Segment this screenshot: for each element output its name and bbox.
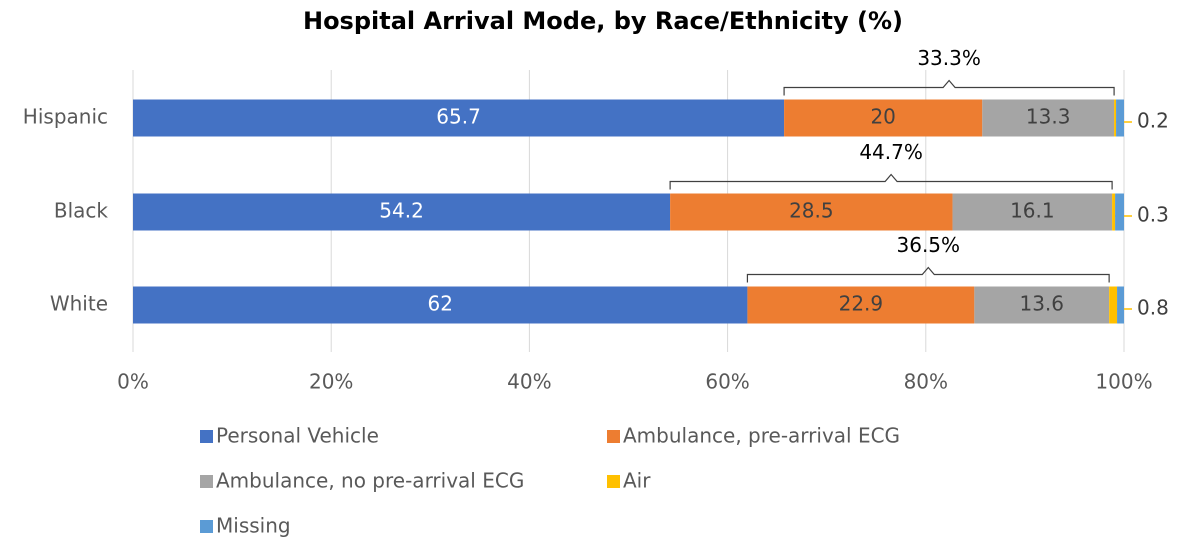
bar-segment (1109, 286, 1118, 324)
bar-segment (784, 99, 983, 137)
bar-segment (747, 286, 975, 324)
bracket-label: 36.5% (897, 233, 961, 257)
bracket (746, 266, 1110, 283)
bar-segment (670, 193, 953, 231)
chart-title: Hospital Arrival Mode, by Race/Ethnicity… (303, 7, 903, 35)
data-label: 16.1 (1010, 199, 1055, 223)
data-label: 54.2 (379, 199, 424, 223)
x-tick-label: 0% (117, 370, 149, 394)
bar-segment (133, 99, 785, 137)
legend-swatch (607, 430, 620, 443)
bar-segment (1114, 99, 1117, 137)
bracket (783, 79, 1115, 96)
bar-segment (133, 193, 671, 231)
legend-label: Air (623, 469, 651, 493)
legend-swatch (607, 475, 620, 488)
x-tick-label: 100% (1095, 370, 1152, 394)
data-label: 20 (870, 105, 895, 129)
bar-segment (1117, 286, 1124, 324)
bar-segment (1116, 99, 1124, 137)
y-tick-label: Hispanic (23, 105, 108, 129)
bar-segment (1112, 193, 1116, 231)
data-label: 65.7 (436, 105, 481, 129)
bar-segment (133, 286, 748, 324)
data-label: 0.3 (1137, 203, 1169, 227)
legend-label: Personal Vehicle (216, 424, 379, 448)
bar-segment (982, 99, 1115, 137)
bracket-label: 33.3% (917, 46, 981, 70)
legend-swatch (200, 475, 213, 488)
data-label: 22.9 (839, 292, 884, 316)
y-tick-label: White (50, 292, 108, 316)
data-label: 0.2 (1137, 109, 1169, 133)
bar-segment (1115, 193, 1124, 231)
bar-segment (974, 286, 1110, 324)
legend-label: Ambulance, pre-arrival ECG (623, 424, 900, 448)
legend-swatch (200, 430, 213, 443)
legend-label: Ambulance, no pre-arrival ECG (216, 469, 524, 493)
x-tick-label: 80% (904, 370, 948, 394)
legend-swatch (200, 520, 213, 533)
data-label: 62 (427, 292, 452, 316)
data-label: 0.8 (1137, 296, 1169, 320)
legend-label: Missing (216, 514, 291, 538)
x-tick-label: 40% (507, 370, 551, 394)
data-label: 13.3 (1026, 105, 1071, 129)
x-tick-label: 20% (309, 370, 353, 394)
bar-segment (952, 193, 1113, 231)
data-label: 28.5 (789, 199, 834, 223)
x-tick-label: 60% (705, 370, 749, 394)
bracket-label: 44.7% (859, 140, 923, 164)
y-tick-label: Black (54, 199, 109, 223)
bracket (669, 173, 1113, 190)
data-label: 13.6 (1019, 292, 1064, 316)
